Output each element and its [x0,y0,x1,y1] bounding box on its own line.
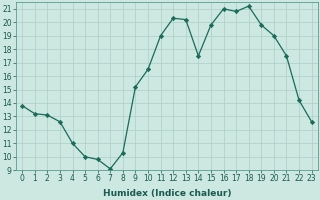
X-axis label: Humidex (Indice chaleur): Humidex (Indice chaleur) [103,189,231,198]
